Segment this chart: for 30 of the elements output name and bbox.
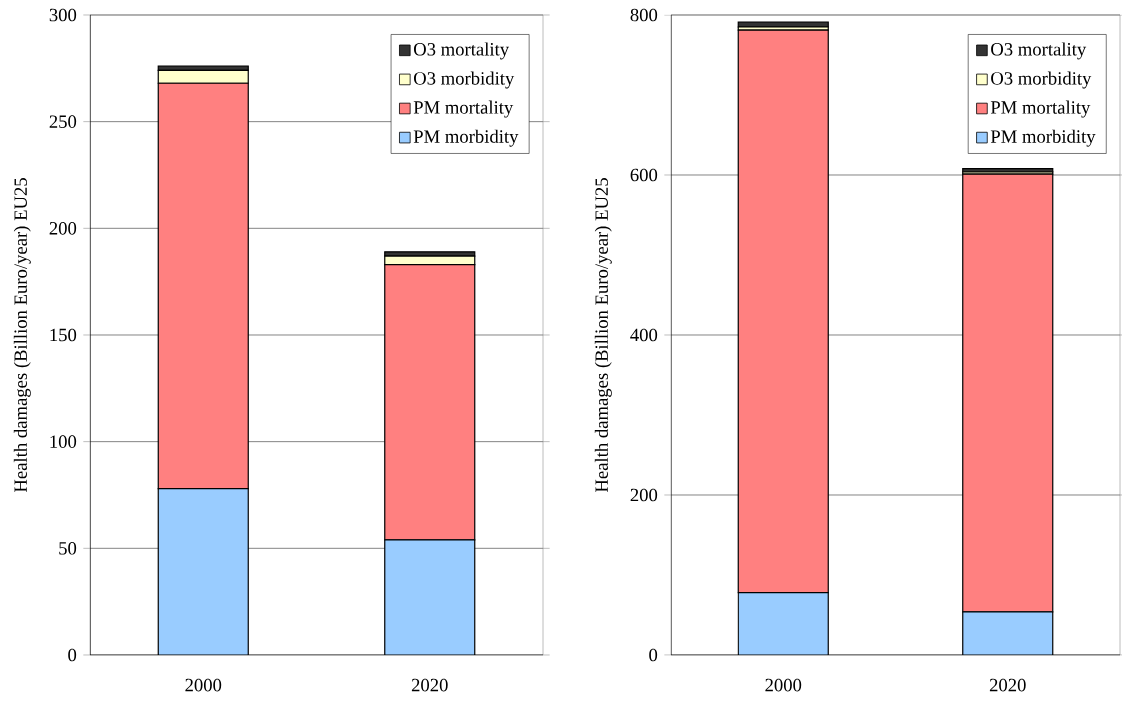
y-tick-label: 0: [68, 648, 77, 662]
y-axis-title: Health damages (Billion Euro/year) EU25: [13, 178, 31, 493]
legend-label: O3 mortality: [413, 42, 510, 60]
bar: [738, 592, 829, 655]
x-tick-label: 2020: [989, 678, 1026, 692]
bar: [384, 539, 476, 655]
legend-label: O3 mortality: [991, 42, 1087, 60]
bar: [962, 611, 1054, 655]
legend-label: O3 morbidity: [413, 71, 515, 89]
x-tick-label: 2000: [185, 678, 222, 692]
y-tick-label: 400: [630, 328, 658, 342]
y-tick-label: 50: [59, 542, 77, 555]
y-tick-label: 300: [49, 8, 77, 22]
y-tick-label: 200: [630, 488, 658, 502]
y-tick-label: 150: [50, 328, 77, 342]
y-axis-title: Health damages (Billion Euro/year) EU25: [594, 178, 612, 493]
y-tick-label: 250: [49, 115, 77, 128]
legend-label: PM morbidity: [990, 129, 1096, 147]
legend-label: PM mortality: [413, 100, 514, 118]
y-tick-label: 600: [630, 168, 658, 182]
y-tick-label: 100: [50, 435, 77, 448]
bar: [158, 488, 249, 655]
legend-label: PM mortality: [990, 100, 1091, 118]
y-tick-label: 0: [649, 648, 658, 662]
x-tick-label: 2000: [765, 678, 802, 692]
legend-label: PM morbidity: [413, 129, 519, 147]
legend-label: O3 morbidity: [991, 71, 1092, 89]
x-tick-label: 2020: [411, 678, 448, 692]
y-tick-label: 800: [630, 8, 658, 22]
y-tick-label: 200: [49, 222, 77, 235]
